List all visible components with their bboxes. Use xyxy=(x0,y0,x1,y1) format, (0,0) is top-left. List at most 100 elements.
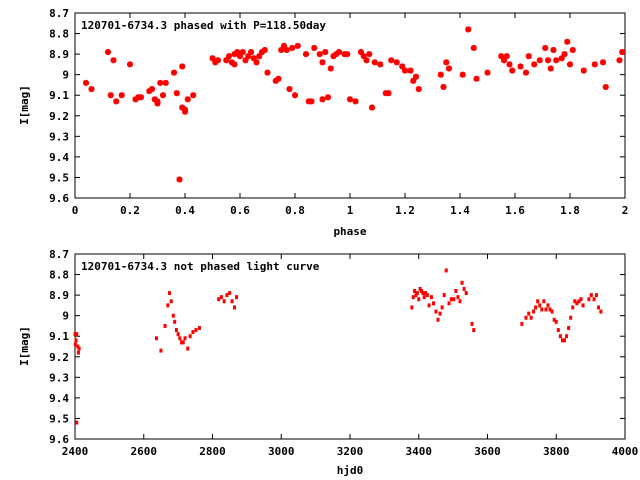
data-point xyxy=(76,350,80,355)
data-point xyxy=(233,305,236,310)
phased-x-tick-label: 0.8 xyxy=(285,204,305,217)
data-point xyxy=(506,61,513,68)
data-point xyxy=(520,321,524,326)
data-point xyxy=(462,286,466,291)
data-point xyxy=(369,104,375,111)
data-point xyxy=(75,420,79,425)
data-point xyxy=(410,305,414,310)
data-point xyxy=(440,84,447,90)
raw-x-tick-label: 3400 xyxy=(406,445,433,458)
data-point xyxy=(163,323,167,328)
data-point xyxy=(182,106,188,113)
data-point xyxy=(498,53,505,60)
data-point xyxy=(83,79,89,86)
data-point xyxy=(454,289,458,293)
data-point xyxy=(319,96,326,103)
data-point xyxy=(532,309,536,314)
data-point xyxy=(388,57,395,64)
data-point xyxy=(550,47,557,53)
data-point xyxy=(215,57,221,64)
data-point xyxy=(344,51,351,58)
data-point xyxy=(226,53,232,60)
data-point xyxy=(550,309,554,314)
data-point xyxy=(261,47,268,53)
phased-x-tick-label: 0 xyxy=(72,204,79,217)
raw-y-tick-label: 8.9 xyxy=(49,289,69,302)
data-point xyxy=(465,26,472,33)
data-point xyxy=(413,73,419,80)
data-point xyxy=(190,92,197,99)
data-point xyxy=(173,90,180,97)
data-point xyxy=(180,340,184,345)
data-point xyxy=(459,71,466,78)
data-point xyxy=(547,65,554,72)
data-point xyxy=(525,53,532,60)
raw-y-tick-label: 9.1 xyxy=(49,330,69,343)
phased-y-tick-label: 9.3 xyxy=(49,130,69,143)
data-point xyxy=(571,305,575,310)
raw-x-tick-label: 2400 xyxy=(62,445,89,458)
phased-x-tick-label: 0.2 xyxy=(120,204,140,217)
phased-y-tick-label: 8.8 xyxy=(49,28,69,41)
data-point xyxy=(316,51,323,58)
data-point xyxy=(524,315,528,320)
data-point xyxy=(217,297,221,302)
data-point xyxy=(74,338,78,343)
raw-x-tick-label: 3200 xyxy=(337,445,364,458)
data-point xyxy=(573,299,577,304)
data-point xyxy=(174,328,178,333)
data-point xyxy=(107,92,114,99)
data-point xyxy=(538,303,542,308)
data-point xyxy=(548,307,552,312)
data-point xyxy=(347,96,353,103)
data-point xyxy=(113,98,120,105)
data-point xyxy=(407,67,414,74)
data-point xyxy=(432,301,436,306)
data-point xyxy=(275,75,282,82)
data-point xyxy=(157,79,164,86)
data-point xyxy=(228,291,232,296)
phased-y-tick-label: 9 xyxy=(62,69,69,82)
raw-y-tick-label: 8.7 xyxy=(49,248,69,261)
data-point xyxy=(183,336,187,341)
phased-x-tick-label: 1.4 xyxy=(450,204,470,217)
data-point xyxy=(619,49,626,56)
raw-x-tick-label: 2800 xyxy=(199,445,226,458)
data-point xyxy=(173,319,177,324)
data-point xyxy=(303,51,309,58)
data-point xyxy=(322,49,329,56)
data-point xyxy=(413,289,417,293)
phased-y-tick-label: 9.1 xyxy=(49,89,69,102)
data-point xyxy=(154,336,158,341)
phased-x-tick-label: 1.8 xyxy=(560,204,580,217)
data-point xyxy=(194,328,198,333)
data-point xyxy=(415,86,422,93)
phased-y-tick-label: 9.2 xyxy=(49,110,69,123)
raw-x-axis-label: hjd0 xyxy=(337,464,364,477)
data-point xyxy=(162,79,169,86)
data-point xyxy=(616,57,623,64)
data-point xyxy=(418,286,422,291)
data-point xyxy=(517,63,524,70)
data-point xyxy=(440,305,444,310)
phased-y-axis-label: I[mag] xyxy=(18,85,31,125)
data-point xyxy=(327,65,334,72)
data-point xyxy=(168,291,172,296)
data-point xyxy=(286,86,293,93)
phased-x-tick-label: 0.6 xyxy=(230,204,250,217)
data-point xyxy=(176,332,180,337)
data-point xyxy=(452,297,456,302)
raw-y-axis-label: I[mag] xyxy=(18,326,31,366)
raw-x-tick-label: 2600 xyxy=(131,445,158,458)
data-point xyxy=(567,61,573,68)
data-point xyxy=(239,49,246,56)
data-point xyxy=(169,299,173,304)
data-point xyxy=(352,98,359,105)
data-point xyxy=(449,297,453,302)
data-point xyxy=(402,67,408,74)
data-point xyxy=(602,84,609,90)
data-point xyxy=(363,57,370,64)
data-point xyxy=(527,311,531,316)
data-point xyxy=(219,295,223,300)
data-point xyxy=(546,303,550,308)
